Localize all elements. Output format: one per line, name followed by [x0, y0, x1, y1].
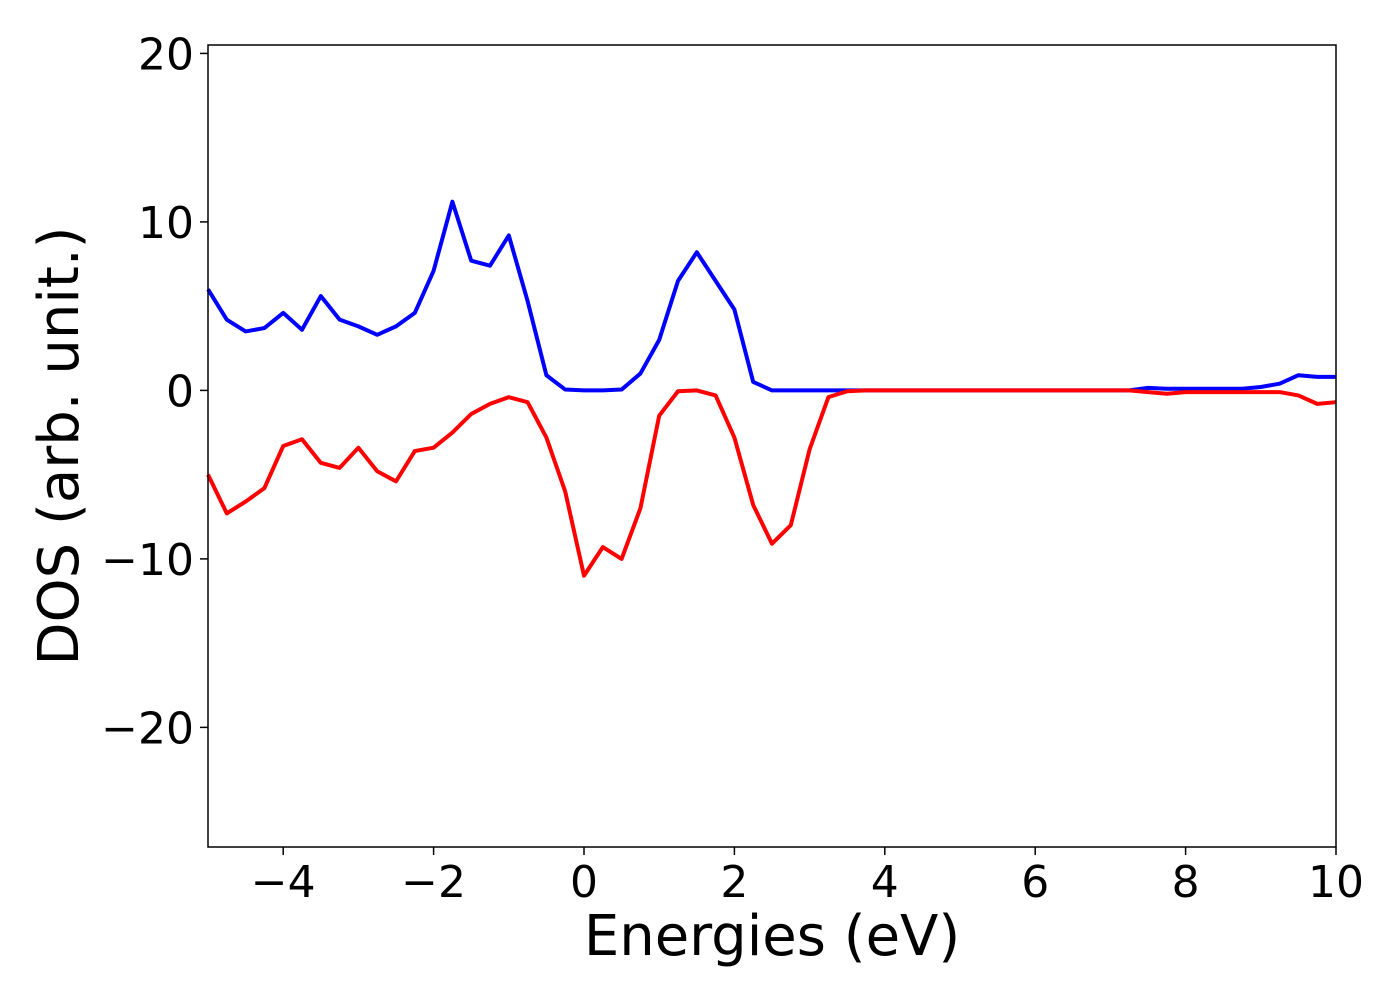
y-axis-label: DOS (arb. unit.) — [27, 226, 92, 665]
dos-line — [206, 388, 1337, 578]
x-tick-label: 6 — [1021, 857, 1049, 908]
x-tick-label: 0 — [570, 857, 598, 908]
x-tick-label: −2 — [401, 857, 466, 908]
dos-line — [206, 199, 1336, 393]
x-axis-label: Energies (eV) — [584, 904, 960, 969]
y-tick-label: 10 — [138, 198, 194, 249]
x-tick-label: 10 — [1308, 857, 1364, 908]
y-tick-label: 20 — [138, 29, 194, 80]
x-tick-label: 8 — [1172, 857, 1200, 908]
y-tick-label: 0 — [166, 366, 194, 417]
x-tick-label: 2 — [720, 857, 748, 908]
x-tick-label: 4 — [871, 857, 899, 908]
y-tick-label: −20 — [101, 703, 194, 754]
y-tick-label: −10 — [101, 535, 194, 586]
x-tick-label: −4 — [251, 857, 316, 908]
plot-frame — [207, 44, 1337, 848]
